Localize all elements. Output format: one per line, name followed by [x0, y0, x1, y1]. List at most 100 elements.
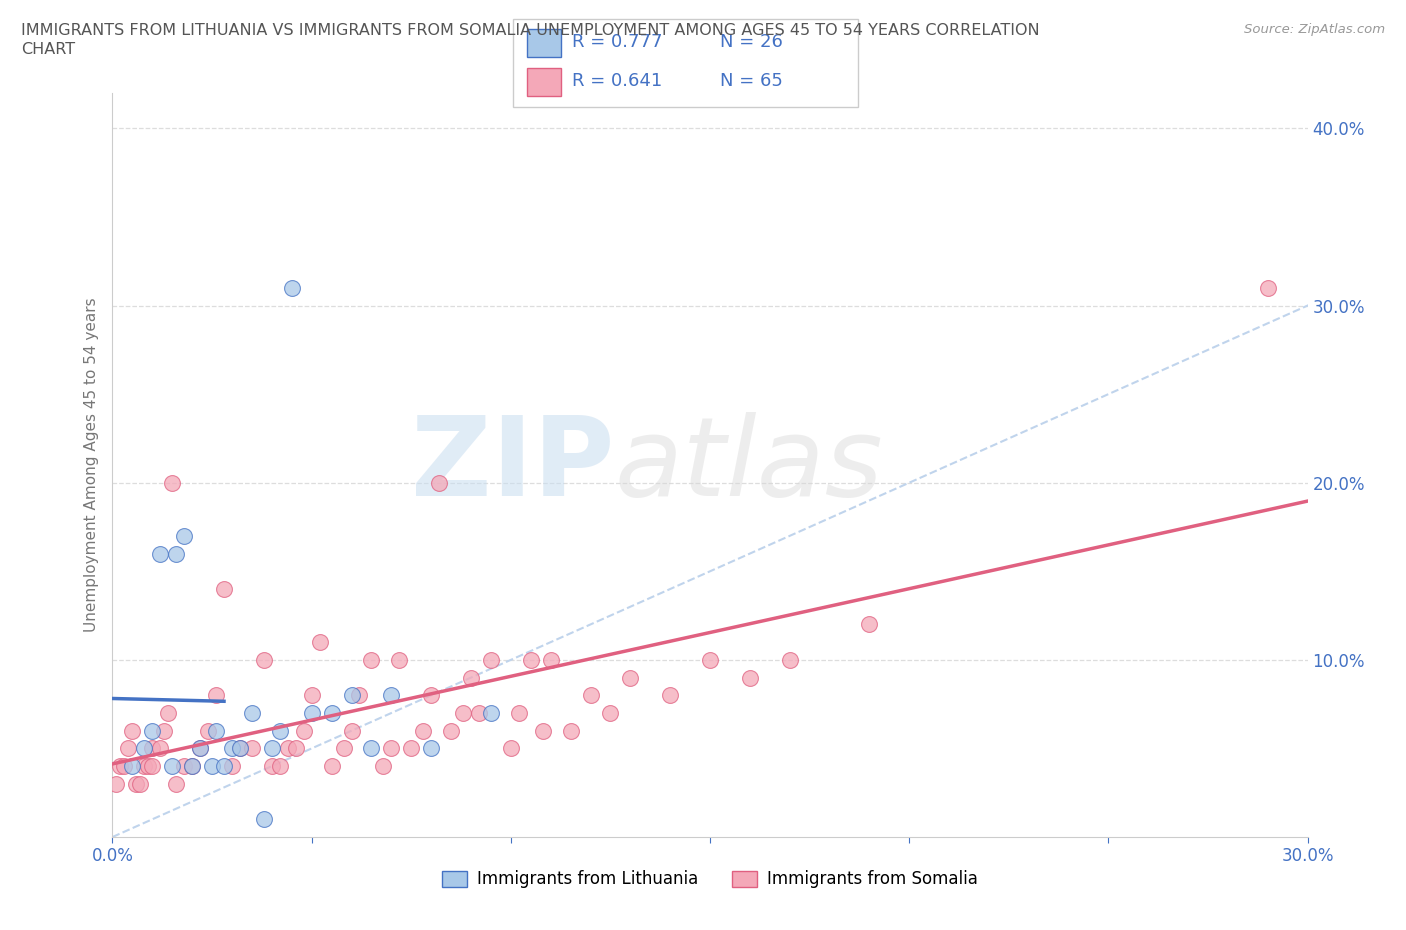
Point: [134, 741, 156, 756]
Point: [240, 741, 263, 756]
Point: [520, 653, 543, 668]
Point: [738, 671, 761, 685]
Point: [221, 741, 243, 756]
Point: [260, 759, 283, 774]
Point: [165, 777, 187, 791]
Point: [212, 759, 235, 774]
Point: [281, 281, 304, 296]
Point: [451, 706, 474, 721]
Point: [599, 706, 621, 721]
Point: [531, 724, 554, 738]
Text: N = 65: N = 65: [720, 73, 783, 90]
Point: [468, 706, 491, 721]
Point: [479, 653, 502, 668]
Point: [121, 759, 143, 774]
Point: [125, 777, 148, 791]
Point: [292, 724, 315, 738]
Point: [141, 724, 163, 738]
Point: [301, 688, 323, 703]
Point: [540, 653, 562, 668]
Point: [260, 741, 283, 756]
Point: [173, 759, 195, 774]
Point: [1257, 281, 1279, 296]
Point: [308, 634, 330, 649]
FancyBboxPatch shape: [527, 68, 561, 97]
Point: [560, 724, 582, 738]
Y-axis label: Unemployment Among Ages 45 to 54 years: Unemployment Among Ages 45 to 54 years: [83, 298, 98, 632]
Point: [141, 759, 163, 774]
Point: [205, 724, 228, 738]
Point: [479, 706, 502, 721]
Text: Source: ZipAtlas.com: Source: ZipAtlas.com: [1244, 23, 1385, 36]
Point: [114, 759, 135, 774]
Text: N = 26: N = 26: [720, 33, 783, 51]
Point: [858, 617, 880, 631]
Point: [499, 741, 522, 756]
Point: [229, 741, 252, 756]
Point: [162, 475, 183, 490]
Point: [149, 546, 172, 561]
Point: [153, 724, 176, 738]
Point: [188, 741, 211, 756]
Point: [460, 671, 482, 685]
Point: [269, 759, 291, 774]
Point: [360, 741, 382, 756]
Point: [321, 706, 343, 721]
Point: [277, 741, 299, 756]
Point: [301, 706, 323, 721]
Point: [321, 759, 343, 774]
Point: [229, 741, 252, 756]
Point: [269, 724, 291, 738]
Text: CHART: CHART: [21, 42, 75, 57]
Point: [181, 759, 204, 774]
Point: [420, 688, 443, 703]
Point: [253, 812, 276, 827]
Point: [373, 759, 395, 774]
Point: [401, 741, 423, 756]
Text: ZIP: ZIP: [411, 411, 614, 519]
Point: [121, 724, 143, 738]
Point: [380, 741, 402, 756]
Point: [165, 546, 187, 561]
Point: [253, 653, 276, 668]
Point: [659, 688, 682, 703]
Point: [134, 759, 156, 774]
Point: [157, 706, 180, 721]
Point: [162, 759, 183, 774]
Point: [221, 759, 243, 774]
Point: [508, 706, 530, 721]
FancyBboxPatch shape: [513, 19, 858, 107]
FancyBboxPatch shape: [527, 29, 561, 58]
Point: [284, 741, 307, 756]
Text: IMMIGRANTS FROM LITHUANIA VS IMMIGRANTS FROM SOMALIA UNEMPLOYMENT AMONG AGES 45 : IMMIGRANTS FROM LITHUANIA VS IMMIGRANTS …: [21, 23, 1039, 38]
Point: [110, 759, 132, 774]
Point: [129, 777, 152, 791]
Text: R = 0.777: R = 0.777: [572, 33, 662, 51]
Point: [141, 741, 163, 756]
Point: [181, 759, 204, 774]
Point: [197, 724, 219, 738]
Point: [380, 688, 402, 703]
Point: [427, 475, 450, 490]
Point: [619, 671, 641, 685]
Point: [212, 581, 235, 596]
Point: [779, 653, 801, 668]
Point: [420, 741, 443, 756]
Point: [201, 759, 224, 774]
Point: [149, 741, 172, 756]
Point: [340, 688, 363, 703]
Point: [579, 688, 602, 703]
Point: [388, 653, 411, 668]
Point: [360, 653, 382, 668]
Point: [138, 759, 160, 774]
Point: [117, 741, 139, 756]
Text: atlas: atlas: [614, 411, 883, 519]
Point: [332, 741, 354, 756]
Point: [240, 706, 263, 721]
Text: R = 0.641: R = 0.641: [572, 73, 662, 90]
Point: [205, 688, 228, 703]
Point: [340, 724, 363, 738]
Point: [412, 724, 434, 738]
Legend: Immigrants from Lithuania, Immigrants from Somalia: Immigrants from Lithuania, Immigrants fr…: [443, 870, 977, 888]
Point: [188, 741, 211, 756]
